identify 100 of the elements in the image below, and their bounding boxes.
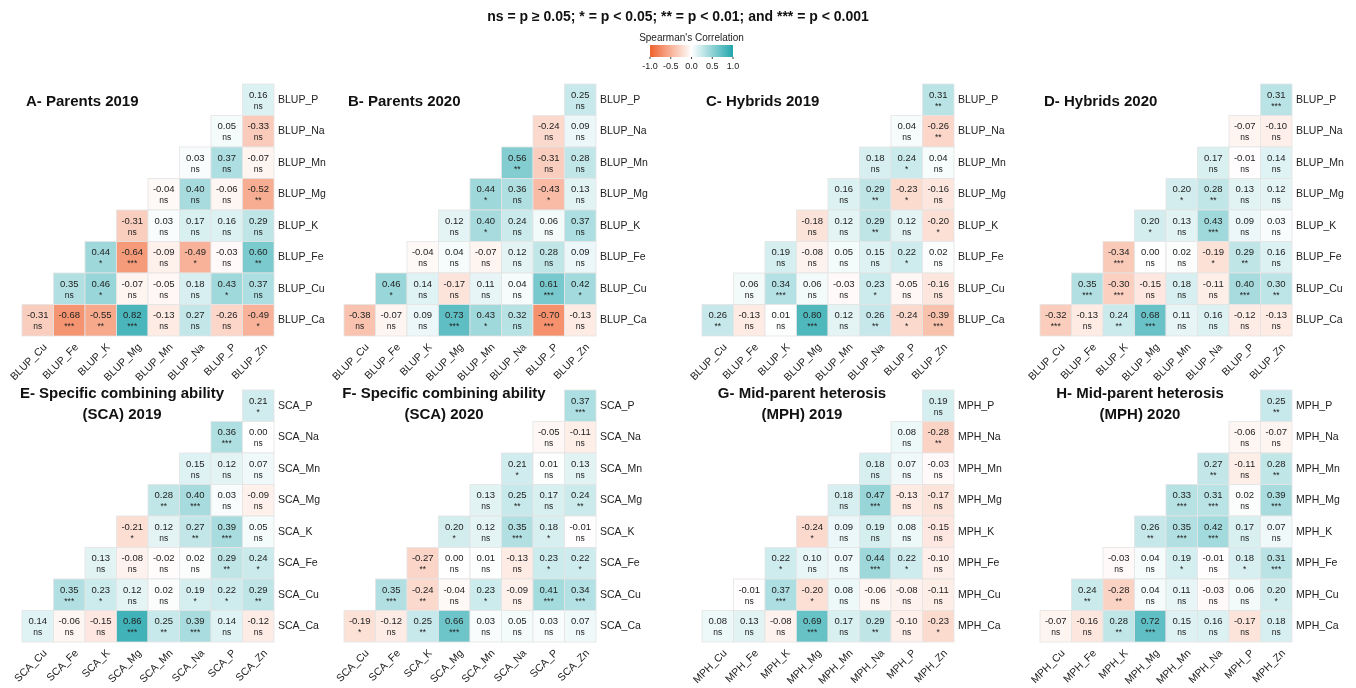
data-label: 0.04 ns [929, 151, 948, 174]
data-label: 0.05 ns [217, 120, 236, 143]
data-label: 0.42 *** [1204, 520, 1223, 543]
data-label: 0.12 ns [123, 583, 142, 606]
y-tick-label: SCA_Cu [600, 587, 642, 600]
data-label: -0.05 ns [895, 277, 918, 300]
data-label: 0.12 ns [508, 246, 527, 269]
data-label: 0.18 * [539, 520, 558, 543]
data-label: 0.10 ns [803, 552, 822, 575]
data-label: -0.23 * [895, 183, 918, 206]
y-tick-label: BLUP_Mn [1296, 155, 1345, 168]
data-label: 0.18 ns [1267, 615, 1286, 638]
y-tick-label: BLUP_K [958, 218, 999, 231]
y-tick-label: MPH_Mn [958, 461, 1002, 474]
data-label: 0.27 ** [186, 520, 205, 543]
data-label: 0.11 ns [1172, 583, 1191, 606]
data-label: 0.03 ns [539, 615, 558, 638]
data-label: -0.19 * [1202, 246, 1225, 269]
data-label: -0.26 ** [927, 120, 950, 143]
data-label: 0.29 ** [249, 583, 268, 606]
data-label: -0.34 *** [1107, 246, 1130, 269]
data-label: 0.66 *** [445, 615, 464, 638]
data-label: -0.55 ** [89, 309, 112, 332]
data-label: 0.72 *** [1141, 615, 1160, 638]
y-tick-label: BLUP_Mg [600, 187, 649, 200]
data-label: -0.01 ns [1202, 552, 1225, 575]
data-label: 0.30 ** [1267, 277, 1286, 300]
data-label: 0.00 ns [445, 552, 464, 575]
data-label: -0.16 ns [927, 183, 950, 206]
data-label: -0.07 ns [1044, 615, 1067, 638]
y-tick-label: BLUP_Ca [600, 313, 647, 326]
color-bar-label: -0.5 [662, 61, 679, 71]
y-tick-label: MPH_K [1296, 524, 1333, 537]
data-label: -0.11 ns [1202, 277, 1224, 300]
data-label: 0.24 ns [508, 214, 527, 237]
text: D- Hybrids 2020 [1044, 92, 1158, 109]
data-label: 0.29 ** [866, 183, 885, 206]
data-label: 0.24 * [249, 552, 268, 575]
data-label: 0.26 ** [708, 309, 727, 332]
y-tick-label: SCA_Cu [278, 587, 320, 600]
data-label: 0.15 ns [866, 246, 885, 269]
data-label: -0.07 ns [121, 277, 144, 300]
data-label: 0.19 ns [866, 520, 885, 543]
y-tick-label: BLUP_Fe [278, 250, 324, 263]
y-tick-label: BLUP_P [1296, 92, 1337, 105]
data-label: -0.15 ns [1139, 277, 1162, 300]
data-label: -0.15 ns [927, 520, 950, 543]
data-label: 0.29 ** [217, 552, 236, 575]
text: ns = p ≥ 0.05; * = p < 0.05; ** = p < 0.01; and *** = p < 0.001 [487, 8, 869, 24]
data-label: 0.13 ns [1172, 214, 1191, 237]
data-label: 0.21 * [508, 457, 527, 480]
data-label: -0.13 ns [152, 309, 175, 332]
y-tick-label: BLUP_Fe [600, 250, 646, 263]
color-bar-label: 0.0 [685, 61, 698, 71]
data-label: -0.13 ns [1076, 309, 1099, 332]
data-label: -0.10 ns [1265, 120, 1288, 143]
data-label: -0.13 ns [1265, 309, 1288, 332]
data-label: 0.22 * [217, 583, 236, 606]
data-label: 0.12 ns [154, 520, 173, 543]
color-bar-label: 0.5 [705, 61, 719, 71]
data-label: 0.35 *** [60, 583, 79, 606]
data-label: 0.16 ns [834, 183, 853, 206]
data-label: -0.17 ns [443, 277, 466, 300]
data-label: -0.01 ns [569, 520, 592, 543]
data-label: 0.20 * [1172, 183, 1191, 206]
data-label: 0.12 ns [445, 214, 464, 237]
y-tick-label: MPH_Mg [1296, 493, 1340, 506]
data-label: 0.73 *** [445, 309, 464, 332]
y-tick-label: SCA_Mg [600, 493, 643, 506]
data-label: 0.14 ns [28, 615, 47, 638]
data-label: 0.19 * [186, 583, 205, 606]
data-label: 0.05 ns [508, 615, 527, 638]
y-tick-label: BLUP_Na [600, 124, 647, 137]
data-label: -0.06 ns [1233, 426, 1256, 449]
data-label: 0.04 ns [897, 120, 916, 143]
data-label: -0.24 * [895, 309, 918, 332]
data-label: 0.39 *** [186, 615, 205, 638]
data-label: 0.13 ns [91, 552, 110, 575]
data-label: 0.18 ns [866, 151, 885, 174]
y-tick-label: BLUP_P [600, 92, 641, 105]
data-label: 0.43 * [217, 277, 236, 300]
y-tick-label: SCA_Mn [278, 461, 321, 474]
data-label: 0.68 *** [1141, 309, 1160, 332]
data-label: 0.06 ns [803, 277, 822, 300]
data-label: 0.82 *** [123, 309, 142, 332]
data-label: 0.44 * [476, 183, 495, 206]
data-label: 0.17 ns [1204, 151, 1223, 174]
data-label: 0.19 ns [771, 246, 790, 269]
data-label: 0.56 ** [508, 151, 527, 174]
data-label: 0.15 ns [186, 457, 205, 480]
data-label: 0.25 ** [508, 489, 527, 512]
data-label: 0.03 ns [217, 489, 236, 512]
data-label: -0.28 ** [1107, 583, 1130, 606]
y-tick-label: BLUP_Fe [958, 250, 1004, 263]
data-label: 0.25 ** [413, 615, 432, 638]
data-label: -0.04 ns [443, 583, 466, 606]
data-label: 0.18 ns [834, 489, 853, 512]
data-label: -0.03 ns [927, 457, 950, 480]
data-label: -0.18 ns [801, 214, 824, 237]
y-tick-label: MPH_Ca [1296, 619, 1339, 632]
